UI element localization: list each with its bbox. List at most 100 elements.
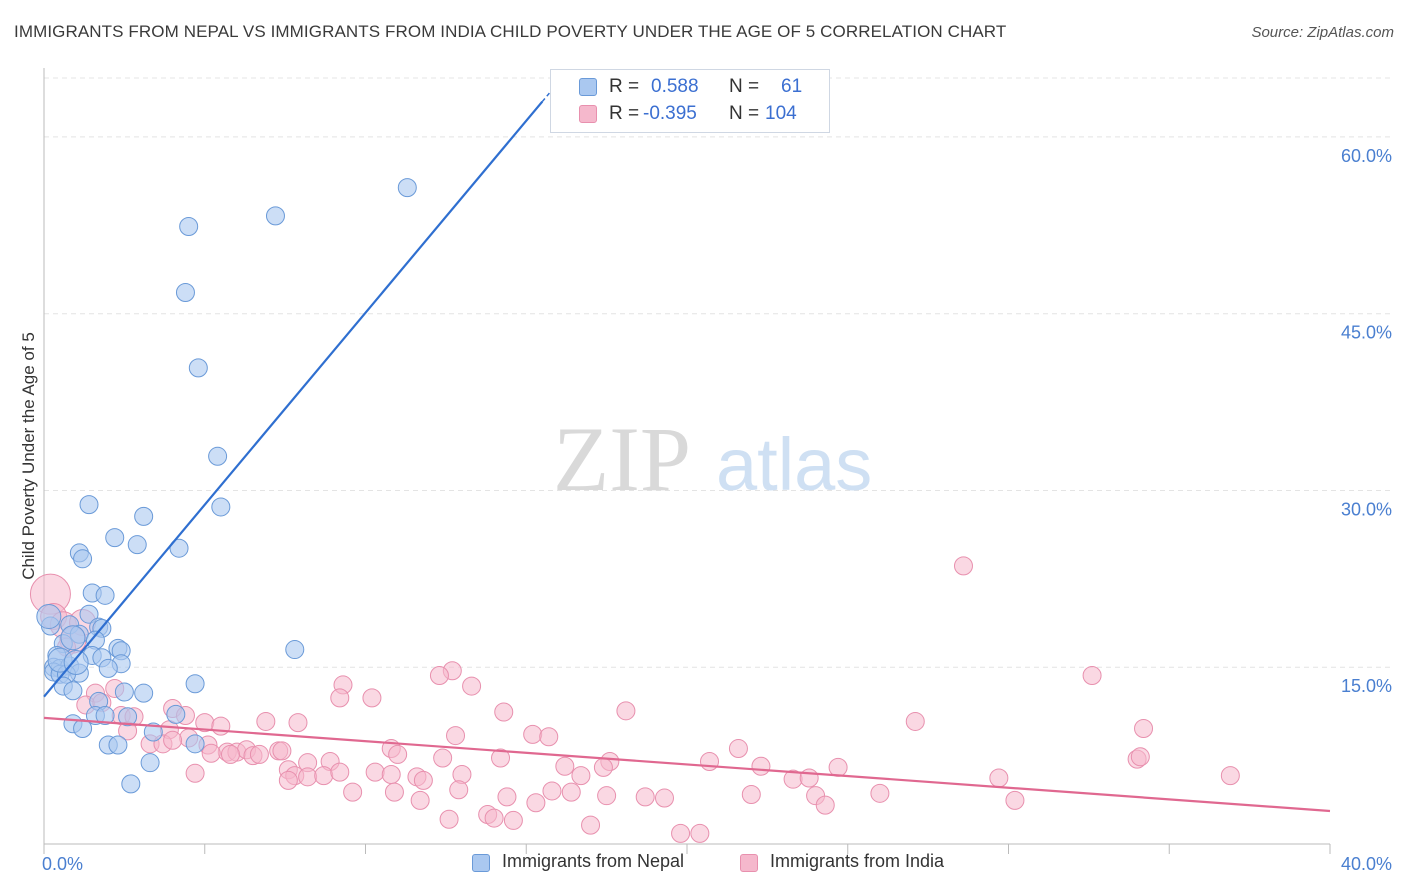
- nepal-point: [134, 683, 154, 703]
- nepal-point: [188, 358, 208, 378]
- india-point: [433, 748, 453, 768]
- india-point: [1134, 719, 1154, 739]
- india-point: [539, 727, 559, 747]
- nepal-n-value: 61: [781, 76, 803, 97]
- india-point: [828, 757, 848, 777]
- india-point: [526, 793, 546, 813]
- india-point: [462, 676, 482, 696]
- india-point: [1130, 747, 1150, 767]
- india-point: [635, 787, 655, 807]
- nepal-point: [265, 206, 285, 226]
- india-point: [728, 739, 748, 759]
- nepal-point: [108, 735, 128, 755]
- india-point: [1220, 766, 1240, 786]
- nepal-point: [105, 528, 125, 548]
- nepal-point: [79, 604, 99, 624]
- nepal-point: [60, 625, 86, 651]
- india-point: [491, 748, 511, 768]
- nepal-point: [185, 734, 205, 754]
- india-point: [278, 770, 298, 790]
- y-tick-label: 30.0%: [1341, 499, 1392, 519]
- india-point: [581, 815, 601, 835]
- india-point: [654, 788, 674, 808]
- india-point: [211, 716, 231, 736]
- nepal-point: [211, 497, 231, 517]
- india-point: [494, 702, 514, 722]
- nepal-point: [140, 753, 160, 773]
- india-point: [330, 688, 350, 708]
- india-point: [388, 744, 408, 764]
- india-point: [497, 787, 517, 807]
- india-point: [429, 665, 449, 685]
- india-point: [449, 780, 469, 800]
- nepal-point: [121, 774, 141, 794]
- india-point: [484, 808, 504, 828]
- india-point: [953, 556, 973, 576]
- nepal-point: [114, 682, 134, 702]
- india-point: [298, 767, 318, 787]
- india-point: [362, 688, 382, 708]
- india-point: [288, 713, 308, 733]
- india-point: [593, 757, 613, 777]
- india-point: [616, 701, 636, 721]
- stats-legend: R = 0.588 N = 61 R = -0.395 N = 104: [550, 69, 830, 133]
- nepal-point: [95, 706, 115, 726]
- india-points: [29, 556, 1240, 843]
- nepal-point: [98, 658, 118, 678]
- nepal-r-label: R =: [609, 76, 640, 97]
- india-trend-line: [43, 716, 1331, 813]
- nepal-point: [36, 604, 62, 630]
- india-point: [256, 711, 276, 731]
- india-point: [314, 766, 334, 786]
- nepal-point: [285, 640, 305, 660]
- nepal-point: [95, 585, 115, 605]
- india-r-label: R =: [609, 103, 640, 124]
- india-point: [503, 810, 523, 830]
- india-point: [163, 730, 183, 750]
- y-tick-label: 15.0%: [1341, 676, 1392, 696]
- india-point: [523, 724, 543, 744]
- watermark: ZIP atlas: [553, 408, 872, 510]
- nepal-n-label: N =: [729, 76, 760, 97]
- india-point: [365, 762, 385, 782]
- india-point: [381, 764, 401, 784]
- india-point: [741, 785, 761, 805]
- india-point: [1082, 665, 1102, 685]
- y-tick-label: 45.0%: [1341, 323, 1392, 343]
- india-point: [555, 756, 575, 776]
- nepal-point: [185, 674, 205, 694]
- legend-nepal-swatch: [472, 854, 490, 872]
- india-point: [571, 766, 591, 786]
- india-point: [597, 786, 617, 806]
- nepal-point: [127, 535, 147, 555]
- india-point: [452, 764, 472, 784]
- india-point: [413, 770, 433, 790]
- india-swatch: [579, 105, 597, 123]
- india-point: [989, 768, 1009, 788]
- india-point: [384, 782, 404, 802]
- source-label: Source: ZipAtlas.com: [1251, 24, 1394, 41]
- india-point: [439, 809, 459, 829]
- gridlines: [44, 77, 1392, 668]
- india-point: [751, 756, 771, 776]
- nepal-point: [166, 704, 186, 724]
- nepal-trend-line: [43, 100, 544, 698]
- chart-title: IMMIGRANTS FROM NEPAL VS IMMIGRANTS FROM…: [14, 22, 1007, 41]
- y-tick-label: 60.0%: [1341, 146, 1392, 166]
- watermark-atlas: atlas: [716, 423, 872, 506]
- india-point: [542, 781, 562, 801]
- nepal-point: [179, 216, 199, 236]
- nepal-point: [208, 446, 228, 466]
- x-axis-ticks: [43, 844, 1331, 854]
- watermark-zip: ZIP: [553, 408, 691, 510]
- nepal-point: [175, 282, 195, 302]
- legend-india-swatch: [740, 854, 758, 872]
- nepal-points: [36, 178, 417, 794]
- india-point: [249, 744, 269, 764]
- india-point: [185, 763, 205, 783]
- india-point: [330, 762, 350, 782]
- x-tick-label: 0.0%: [42, 854, 83, 874]
- india-n-label: N =: [729, 103, 760, 124]
- trend-lines: [43, 81, 1331, 813]
